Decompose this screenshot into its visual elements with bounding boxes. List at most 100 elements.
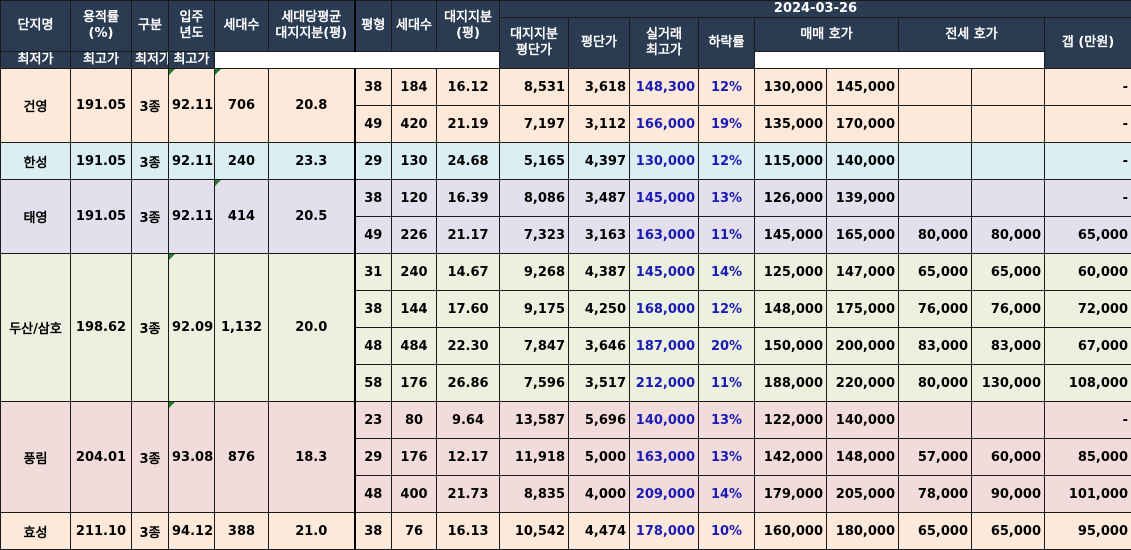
cell-far: 191.05 bbox=[71, 143, 132, 180]
cell-land-price: 7,847 bbox=[500, 328, 569, 365]
cell-far: 191.05 bbox=[71, 180, 132, 254]
cell-land-share: 16.13 bbox=[437, 513, 500, 550]
cell-max-trade: 163,000 bbox=[630, 217, 699, 254]
cell-year: 92.11 bbox=[169, 143, 215, 180]
cell-pyeong: 38 bbox=[355, 69, 392, 106]
cell-sale-max: 147,000 bbox=[827, 254, 899, 291]
cell-max-trade: 168,000 bbox=[630, 291, 699, 328]
header-jeonse-max: 최고가 bbox=[169, 52, 215, 69]
cell-households: 240 bbox=[215, 143, 269, 180]
cell-complex: 효성 bbox=[1, 513, 71, 550]
cell-sale-max: 165,000 bbox=[827, 217, 899, 254]
cell-zone: 3종 bbox=[132, 69, 169, 143]
cell-drop-rate: 13% bbox=[699, 180, 755, 217]
cell-gap: 101,000 bbox=[1045, 476, 1131, 513]
cell-jeonse-max bbox=[972, 143, 1045, 180]
cell-pyeong: 31 bbox=[355, 254, 392, 291]
cell-drop-rate: 14% bbox=[699, 254, 755, 291]
cell-complex: 한성 bbox=[1, 143, 71, 180]
cell-unit-price: 3,517 bbox=[569, 365, 630, 402]
cell-type-households: 484 bbox=[392, 328, 437, 365]
cell-land-price: 7,596 bbox=[500, 365, 569, 402]
cell-far: 204.01 bbox=[71, 402, 132, 513]
cell-land-price: 5,165 bbox=[500, 143, 569, 180]
cell-land-price: 9,175 bbox=[500, 291, 569, 328]
cell-sale-min: 125,000 bbox=[755, 254, 827, 291]
cell-pyeong: 58 bbox=[355, 365, 392, 402]
header-avg-land: 세대당평균 대지지분(평) bbox=[269, 1, 355, 52]
cell-far: 191.05 bbox=[71, 69, 132, 143]
cell-type-households: 144 bbox=[392, 291, 437, 328]
cell-complex: 풍림 bbox=[1, 402, 71, 513]
cell-gap: - bbox=[1045, 106, 1131, 143]
cell-type-households: 176 bbox=[392, 365, 437, 402]
header-date: 2024-03-26 bbox=[500, 1, 1131, 18]
cell-drop-rate: 13% bbox=[699, 402, 755, 439]
cell-sale-max: 200,000 bbox=[827, 328, 899, 365]
table-row: 태영 191.05 3종 92.11 414 20.5 38 120 16.39… bbox=[1, 180, 1131, 217]
cell-sale-max: 140,000 bbox=[827, 143, 899, 180]
cell-max-trade: 178,000 bbox=[630, 513, 699, 550]
cell-year: 92.09 bbox=[169, 254, 215, 402]
cell-households: 876 bbox=[215, 402, 269, 513]
cell-zone: 3종 bbox=[132, 254, 169, 402]
cell-jeonse-max: 60,000 bbox=[972, 439, 1045, 476]
cell-pyeong: 29 bbox=[355, 439, 392, 476]
header-land-share: 대지지분 (평) bbox=[437, 1, 500, 52]
cell-sale-min: 135,000 bbox=[755, 106, 827, 143]
cell-year: 93.08 bbox=[169, 402, 215, 513]
cell-gap: 72,000 bbox=[1045, 291, 1131, 328]
cell-jeonse-min bbox=[899, 180, 972, 217]
cell-sale-min: 188,000 bbox=[755, 365, 827, 402]
cell-type-households: 130 bbox=[392, 143, 437, 180]
cell-jeonse-min: 57,000 bbox=[899, 439, 972, 476]
cell-year: 92.11 bbox=[169, 180, 215, 254]
cell-jeonse-max: 130,000 bbox=[972, 365, 1045, 402]
cell-sale-min: 126,000 bbox=[755, 180, 827, 217]
cell-complex: 태영 bbox=[1, 180, 71, 254]
cell-sale-min: 115,000 bbox=[755, 143, 827, 180]
cell-drop-rate: 12% bbox=[699, 69, 755, 106]
cell-max-trade: 212,000 bbox=[630, 365, 699, 402]
cell-jeonse-min bbox=[899, 402, 972, 439]
cell-type-households: 226 bbox=[392, 217, 437, 254]
cell-unit-price: 4,387 bbox=[569, 254, 630, 291]
cell-unit-price: 4,397 bbox=[569, 143, 630, 180]
cell-sale-max: 139,000 bbox=[827, 180, 899, 217]
cell-avg-land: 23.3 bbox=[269, 143, 355, 180]
cell-unit-price: 3,646 bbox=[569, 328, 630, 365]
cell-drop-rate: 12% bbox=[699, 291, 755, 328]
cell-jeonse-min: 76,000 bbox=[899, 291, 972, 328]
header-unit-price: 평단가 bbox=[569, 18, 630, 69]
cell-complex: 두산/삼호 bbox=[1, 254, 71, 402]
cell-gap: 67,000 bbox=[1045, 328, 1131, 365]
cell-sale-max: 145,000 bbox=[827, 69, 899, 106]
cell-land-share: 16.39 bbox=[437, 180, 500, 217]
header-sale-min: 최저가 bbox=[1, 52, 71, 69]
cell-households: 414 bbox=[215, 180, 269, 254]
cell-sale-min: 122,000 bbox=[755, 402, 827, 439]
cell-land-share: 22.30 bbox=[437, 328, 500, 365]
cell-jeonse-max: 65,000 bbox=[972, 513, 1045, 550]
cell-jeonse-min bbox=[899, 69, 972, 106]
cell-max-trade: 187,000 bbox=[630, 328, 699, 365]
cell-sale-min: 179,000 bbox=[755, 476, 827, 513]
header-land-price: 대지지분 평단가 bbox=[500, 18, 569, 69]
cell-pyeong: 48 bbox=[355, 328, 392, 365]
cell-zone: 3종 bbox=[132, 513, 169, 550]
cell-unit-price: 3,112 bbox=[569, 106, 630, 143]
header-gap: 갭 (만원) bbox=[1045, 18, 1131, 69]
cell-avg-land: 20.8 bbox=[269, 69, 355, 143]
cell-pyeong: 23 bbox=[355, 402, 392, 439]
cell-land-price: 9,268 bbox=[500, 254, 569, 291]
cell-land-price: 7,197 bbox=[500, 106, 569, 143]
cell-pyeong: 38 bbox=[355, 291, 392, 328]
cell-zone: 3종 bbox=[132, 180, 169, 254]
cell-far: 198.62 bbox=[71, 254, 132, 402]
cell-drop-rate: 20% bbox=[699, 328, 755, 365]
cell-max-trade: 163,000 bbox=[630, 439, 699, 476]
cell-jeonse-min: 65,000 bbox=[899, 513, 972, 550]
cell-pyeong: 29 bbox=[355, 143, 392, 180]
cell-gap: 95,000 bbox=[1045, 513, 1131, 550]
